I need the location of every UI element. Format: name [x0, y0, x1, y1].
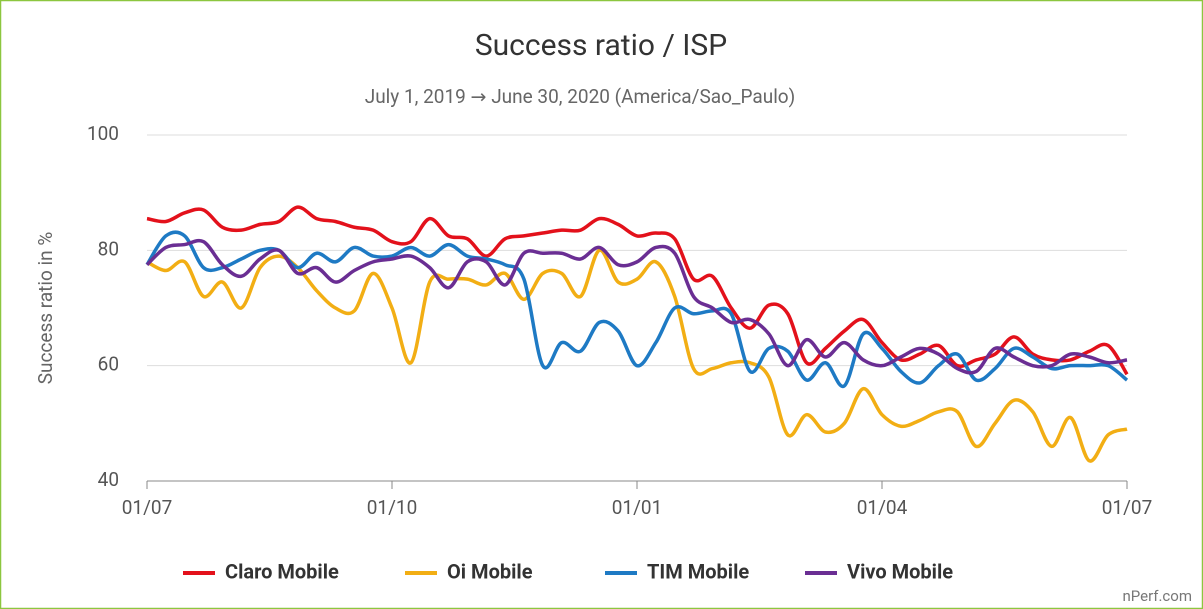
series-line — [145, 230, 1129, 389]
y-tick-label: 60 — [98, 353, 119, 376]
legend-item: Claro Mobile — [183, 559, 339, 583]
legend-label: Vivo Mobile — [847, 559, 953, 583]
series-line — [146, 248, 1128, 463]
y-tick-label: 100 — [87, 122, 119, 145]
legend-label: TIM Mobile — [647, 559, 749, 583]
y-tick-label: 80 — [98, 237, 119, 260]
x-tick-label: 01/07 — [122, 496, 173, 519]
x-tick-label: 01/01 — [612, 496, 663, 519]
series-line — [146, 205, 1129, 376]
chart-subtitle: July 1, 2019 → June 30, 2020 (America/Sa… — [365, 85, 796, 108]
legend-item: Vivo Mobile — [805, 559, 953, 583]
legend-item: Oi Mobile — [405, 559, 533, 583]
x-tick-label: 01/04 — [857, 496, 908, 519]
legend-label: Oi Mobile — [447, 559, 533, 583]
series-line — [145, 238, 1128, 375]
y-tick-label: 40 — [98, 468, 119, 491]
y-axis-label: Success ratio in % — [34, 232, 57, 385]
chart-title: Success ratio / ISP — [475, 28, 727, 63]
source: nPerf.com — [1122, 587, 1192, 605]
x-tick-label: 01/10 — [367, 496, 418, 519]
legend-label: Claro Mobile — [225, 559, 339, 583]
x-tick-label: 01/07 — [1102, 496, 1153, 519]
legend-item: TIM Mobile — [605, 559, 749, 583]
